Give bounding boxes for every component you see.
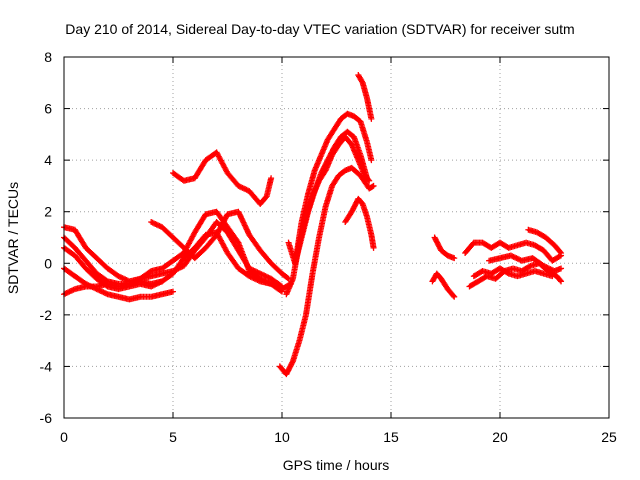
data-point	[557, 248, 564, 255]
series-track-18	[470, 265, 556, 280]
data-point	[277, 287, 284, 294]
data-point	[279, 288, 285, 295]
series-track-16	[462, 239, 565, 264]
series-track-15	[431, 234, 458, 262]
data-point	[279, 283, 285, 290]
data-point	[526, 263, 533, 270]
chart-title: Day 210 of 2014, Sidereal Day-to-day VTE…	[65, 21, 574, 37]
data-point	[370, 244, 377, 251]
data-point	[268, 175, 275, 182]
data-point	[358, 78, 365, 85]
series-track-11	[292, 110, 375, 267]
data-point	[277, 282, 284, 289]
data-point	[450, 292, 457, 299]
data-point	[364, 175, 371, 182]
data-point	[558, 278, 565, 285]
x-tick-label: 25	[601, 429, 617, 445]
plot-frame	[63, 56, 610, 419]
data-point	[451, 255, 458, 262]
series-track-20	[525, 226, 565, 256]
series-track-7	[170, 149, 275, 207]
y-tick-label: 0	[44, 255, 52, 271]
series-track-8	[276, 164, 377, 378]
x-axis-label: GPS time / hours	[283, 457, 390, 473]
data-point	[370, 182, 377, 189]
x-tick-label: 20	[492, 429, 508, 445]
series-track-5	[61, 278, 166, 298]
data-point	[558, 249, 565, 256]
y-tick-label: 2	[44, 204, 52, 220]
data-point	[504, 269, 511, 276]
y-axis-label: SDTVAR / TECUs	[5, 182, 21, 294]
x-tick-label: 15	[383, 429, 399, 445]
data-point	[170, 288, 176, 295]
x-tick-label: 5	[169, 429, 177, 445]
data-point	[284, 274, 291, 281]
y-tick-label: -4	[40, 358, 53, 374]
data-point	[558, 265, 565, 272]
series-track-19	[486, 252, 565, 275]
series-track-14	[429, 270, 458, 300]
data-point	[557, 277, 564, 284]
points-layer	[61, 72, 565, 378]
data-point	[451, 293, 458, 300]
data-point	[368, 115, 375, 122]
series-track-13	[355, 72, 375, 122]
tick-layer: 0 5 10 15 20 25 -6 -4 -2 0 2 4 6 8	[40, 49, 617, 445]
y-tick-label: 4	[44, 152, 52, 168]
y-tick-label: -6	[40, 410, 53, 426]
y-tick-label: -2	[40, 307, 53, 323]
x-tick-label: 0	[60, 429, 68, 445]
x-tick-label: 10	[274, 429, 290, 445]
data-point	[159, 278, 166, 285]
data-point	[368, 157, 375, 164]
grid-layer	[64, 57, 609, 418]
series-track-6	[148, 208, 292, 282]
y-tick-label: 8	[44, 49, 52, 65]
series-track-12	[342, 195, 377, 251]
data-point	[289, 359, 296, 366]
y-tick-label: 6	[44, 101, 52, 117]
data-point	[549, 273, 556, 280]
